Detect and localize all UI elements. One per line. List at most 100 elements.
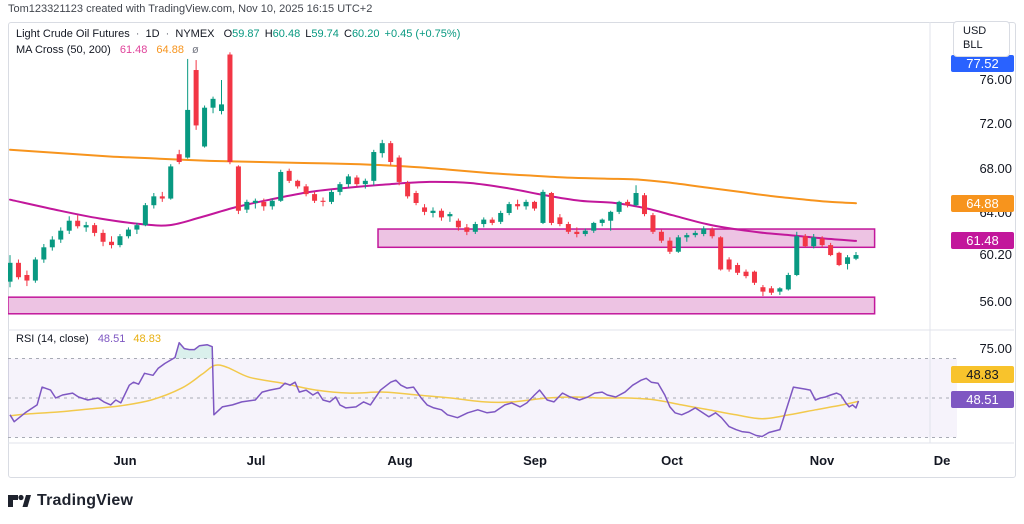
rsi-axis-label: 75.00 xyxy=(979,340,1012,356)
rsi-overbought-fill xyxy=(175,342,214,359)
candle-body xyxy=(422,207,428,212)
ma-cross-legend-row[interactable]: MA Cross (50, 200) 61.48 64.88 ø xyxy=(16,43,460,58)
time-axis-label[interactable]: Jul xyxy=(246,453,266,468)
interval-label[interactable]: 1D xyxy=(145,28,160,40)
candle-body xyxy=(625,201,631,206)
attribution-text: Tom123321123 created with TradingView.co… xyxy=(8,3,373,15)
symbol-legend: Light Crude Oil Futures · 1D · NYMEX O59… xyxy=(16,27,460,58)
ma-cross-label[interactable]: MA Cross (50, 200) xyxy=(16,44,111,56)
unit-measure-button[interactable]: BLL xyxy=(963,39,983,51)
candle-body xyxy=(32,259,38,281)
candle-body xyxy=(269,200,275,207)
candle-body xyxy=(785,275,791,290)
candle-body xyxy=(472,224,478,232)
candle-body xyxy=(616,201,622,212)
rsi-band xyxy=(8,358,957,438)
candle-body xyxy=(633,193,639,206)
candle-body xyxy=(709,229,715,237)
candle-body xyxy=(24,275,30,281)
candle-body xyxy=(574,231,580,235)
ma50-line xyxy=(9,180,857,242)
candle-body xyxy=(75,220,81,227)
candle-body xyxy=(523,201,529,207)
time-axis-label[interactable]: Jun xyxy=(113,453,137,468)
candle-body xyxy=(235,166,241,211)
candle-body xyxy=(15,262,21,278)
tradingview-logo-icon xyxy=(8,494,31,507)
candle-body xyxy=(658,231,664,241)
candle-body xyxy=(726,259,732,270)
candle-body xyxy=(532,201,538,209)
candle-body xyxy=(379,143,385,154)
candle-body xyxy=(303,186,309,195)
candle-body xyxy=(100,232,106,242)
rsi-ma-value: 48.83 xyxy=(133,333,161,345)
candle-body xyxy=(582,230,588,235)
time-axis-label[interactable]: De xyxy=(933,453,951,468)
candle-body xyxy=(142,205,148,226)
chart-canvas[interactable] xyxy=(8,22,1014,476)
rsi-legend[interactable]: RSI (14, close) 48.51 48.83 xyxy=(16,333,161,345)
rsi-badge: 48.51 xyxy=(951,390,1014,408)
candle-body xyxy=(312,194,318,201)
tradingview-logo-text[interactable]: TradingView xyxy=(37,492,134,509)
support-zone[interactable] xyxy=(8,296,876,315)
legend-separator: · xyxy=(135,28,140,40)
price-axis-label: 56.00 xyxy=(979,293,1012,309)
candle-body xyxy=(481,219,487,225)
hide-indicator-icon[interactable]: ø xyxy=(192,44,199,56)
candle-body xyxy=(125,229,131,237)
price-badge: 64.88 xyxy=(951,194,1014,212)
candle-body xyxy=(599,219,605,223)
symbol-legend-row1[interactable]: Light Crude Oil Futures · 1D · NYMEX O59… xyxy=(16,27,460,42)
candle-body xyxy=(227,54,233,162)
candle-body xyxy=(405,183,411,197)
candle-body xyxy=(675,237,681,252)
candle-body xyxy=(193,70,199,126)
candle-body xyxy=(337,184,343,192)
ma200-line xyxy=(9,148,857,205)
price-badge: 61.48 xyxy=(951,232,1014,250)
candle-body xyxy=(811,237,817,247)
candle-body xyxy=(591,222,597,231)
candle-body xyxy=(642,195,647,215)
candle-body xyxy=(777,288,783,292)
candle-body xyxy=(388,143,394,162)
resistance-zone[interactable] xyxy=(377,228,876,249)
symbol-title[interactable]: Light Crude Oil Futures xyxy=(16,28,130,40)
unit-currency-button[interactable]: USD xyxy=(963,25,987,37)
candle-body xyxy=(371,152,377,181)
candle-body xyxy=(345,176,351,185)
time-axis-label[interactable]: Sep xyxy=(523,453,547,468)
candle-body xyxy=(489,219,495,223)
candle-body xyxy=(295,180,301,187)
time-axis-label[interactable]: Nov xyxy=(809,453,835,468)
candle-body xyxy=(362,180,368,185)
time-axis-label[interactable]: Aug xyxy=(387,453,413,468)
chart-widget-frame xyxy=(8,22,1016,478)
rsi-value: 48.51 xyxy=(97,333,126,345)
ma50-value: 61.48 xyxy=(119,44,148,56)
candle-body xyxy=(354,177,360,185)
price-axis-label: 72.00 xyxy=(979,116,1012,132)
ohlc-high-value: 60.48 xyxy=(272,28,301,40)
change-value: +0.45 (+0.75%) xyxy=(384,28,461,40)
candle-body xyxy=(718,237,724,270)
time-axis-label[interactable]: Oct xyxy=(661,453,683,468)
candle-body xyxy=(464,227,470,232)
ohlc-high-label: H xyxy=(264,28,273,40)
legend-separator: · xyxy=(165,28,170,40)
price-axis-label: 68.00 xyxy=(979,160,1012,176)
candle-body xyxy=(92,225,98,233)
rsi-label[interactable]: RSI (14, close) xyxy=(16,333,89,345)
candle-body xyxy=(151,196,157,206)
candle-body xyxy=(176,154,182,162)
candle-body xyxy=(743,271,749,277)
candle-body xyxy=(278,171,284,201)
price-axis-label: 76.00 xyxy=(979,72,1012,87)
candle-body xyxy=(768,288,774,293)
candlestick-series xyxy=(8,52,859,297)
rsi-badge: 48.83 xyxy=(951,365,1014,383)
candle-body xyxy=(760,287,766,292)
rsi-line xyxy=(9,341,860,438)
